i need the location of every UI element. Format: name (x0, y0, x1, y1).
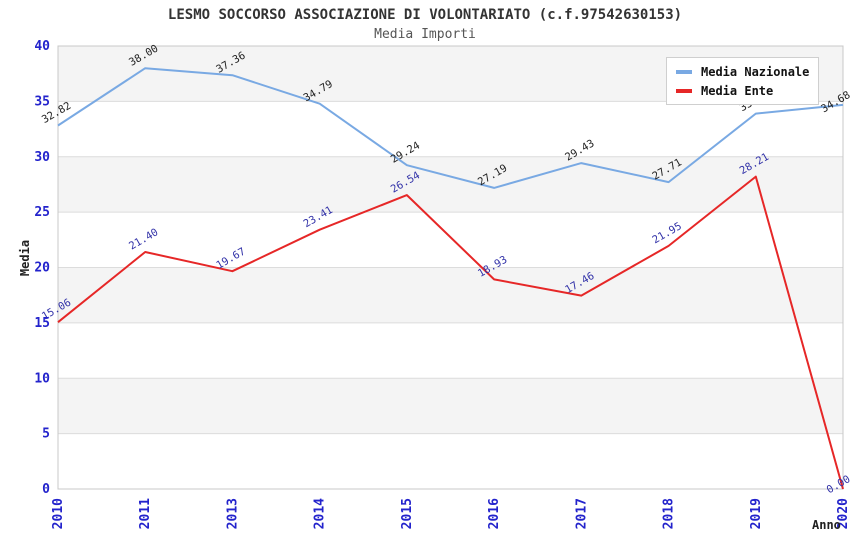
chart-subtitle: Media Importi (374, 27, 476, 42)
y-tick-label: 30 (34, 150, 50, 165)
legend-entry: Media Ente (676, 81, 809, 100)
series-line-media-ente (57, 175, 844, 490)
x-tick-label: 2013 (225, 498, 240, 529)
legend-line-swatch (676, 88, 692, 93)
x-tick-label: 2016 (487, 498, 502, 529)
plot-band (58, 101, 843, 157)
y-tick-label: 25 (34, 205, 50, 220)
y-tick-label: 40 (34, 39, 50, 54)
plot-band (58, 156, 843, 213)
plot-band (58, 322, 843, 379)
y-axis-title: Media (18, 239, 32, 277)
y-tick-label: 0 (42, 482, 50, 497)
x-tick-label: 2014 (313, 498, 328, 529)
y-tick-label: 10 (34, 371, 50, 386)
x-tick-label: 2010 (51, 498, 66, 529)
legend-entry-label: Media Ente (701, 83, 774, 98)
y-tick-label: 5 (42, 427, 50, 442)
plot-band (58, 378, 843, 434)
plot-band (58, 267, 843, 323)
x-tick-label: 2017 (574, 498, 589, 529)
legend-entry-label: Media Nazionale (701, 64, 810, 79)
series-line-media-nazionale (57, 67, 844, 189)
x-tick-label: 2019 (749, 498, 764, 529)
x-tick-label: 2011 (138, 498, 153, 529)
plot-border (57, 45, 844, 490)
legend-entry: Media Nazionale (676, 62, 809, 81)
x-tick-label: 2015 (400, 498, 415, 529)
chart-title: LESMO SOCCORSO ASSOCIAZIONE DI VOLONTARI… (167, 7, 683, 23)
plot-band (58, 433, 843, 489)
y-tick-label: 35 (34, 94, 50, 109)
plot-band (58, 212, 843, 268)
legend-line-swatch (676, 69, 692, 74)
x-tick-label: 2018 (662, 498, 677, 529)
x-tick-label: 2020 (836, 498, 850, 529)
legend-box: Media Nazionale Media Ente (666, 57, 820, 105)
y-tick-label: 15 (34, 316, 50, 331)
x-axis-title: Anno (812, 518, 841, 532)
y-tick-label: 20 (34, 261, 50, 276)
